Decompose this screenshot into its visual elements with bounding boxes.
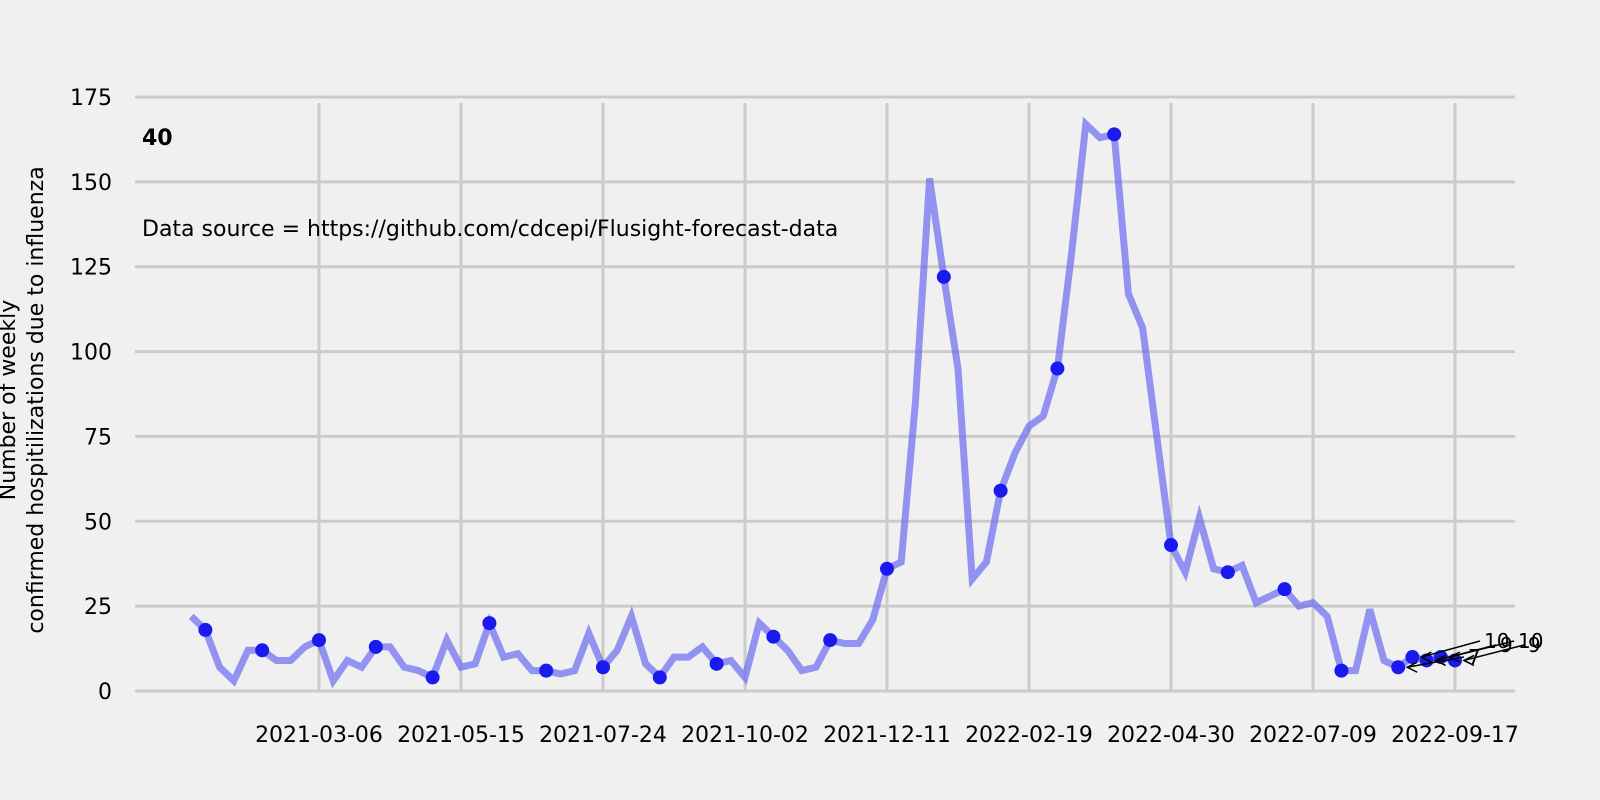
y-tick-label: 50 — [84, 510, 112, 535]
x-tick-label: 2021-05-15 — [397, 723, 525, 748]
point-label: 10 — [1484, 629, 1509, 653]
grid-lines — [135, 95, 1515, 693]
highlight-point — [482, 616, 497, 631]
series-line — [188, 116, 1456, 689]
x-tick-label: 2022-04-30 — [1107, 723, 1235, 748]
point-label: 9 — [1500, 633, 1513, 657]
highlight-point — [936, 269, 951, 284]
y-tick-label: 150 — [70, 171, 112, 196]
x-tick-label: 2022-07-09 — [1249, 723, 1377, 748]
highlight-point — [1220, 565, 1235, 580]
highlight-point — [1107, 127, 1122, 142]
x-tick-label: 2022-09-17 — [1391, 723, 1519, 748]
y-axis-label-line1: Number of weekly — [0, 300, 21, 501]
series-line-group — [188, 116, 1456, 689]
annotation-number: 40 — [142, 126, 173, 151]
x-tick-labels: 2021-03-06 2021-05-15 2021-07-24 2021-10-02… — [255, 723, 1519, 748]
highlight-point — [1405, 650, 1420, 665]
highlight-point — [596, 660, 610, 675]
highlight-point — [425, 670, 440, 685]
highlight-point — [1164, 538, 1178, 553]
x-tick-label: 2021-03-06 — [255, 723, 383, 748]
highlight-point — [1277, 582, 1292, 597]
point-label-arrowhead — [1448, 651, 1461, 663]
highlight-point — [539, 663, 554, 678]
highlight-point — [1334, 663, 1349, 678]
y-tick-label: 175 — [70, 86, 112, 111]
point-label-arrowhead — [1419, 651, 1432, 663]
point-label-arrow — [1463, 644, 1525, 662]
x-tick-label: 2022-02-19 — [965, 723, 1093, 748]
point-label-arrowhead — [1462, 654, 1475, 667]
y-tick-label: 75 — [84, 425, 112, 450]
y-tick-labels: 0 25 50 75 100 125 150 175 — [70, 86, 112, 705]
point-label-arrowhead — [1433, 654, 1446, 667]
x-tick-label: 2021-07-24 — [539, 723, 667, 748]
highlight-point — [709, 656, 724, 671]
highlight-point — [993, 483, 1008, 498]
y-tick-label: 0 — [98, 680, 112, 705]
highlight-point — [368, 639, 383, 654]
point-label-arrow — [1421, 640, 1481, 658]
highlight-point — [880, 561, 894, 576]
y-tick-label: 125 — [70, 256, 112, 281]
y-tick-label: 100 — [70, 341, 112, 366]
highlight-point — [1050, 361, 1065, 376]
point-label-arrowhead — [1405, 661, 1418, 673]
highlight-point — [255, 643, 270, 658]
data-source-text: Data source = https://github.com/cdcepi/… — [142, 217, 838, 242]
highlight-point — [198, 622, 213, 637]
y-tick-label: 25 — [84, 595, 112, 620]
x-tick-label: 2021-12-11 — [823, 723, 951, 748]
point-label-arrow — [1449, 640, 1515, 658]
x-tick-label: 2021-10-02 — [681, 723, 809, 748]
highlight-point — [823, 633, 838, 648]
y-axis-label-line2: confirmed hospitilizations due to influe… — [24, 166, 49, 633]
highlight-point — [652, 670, 667, 685]
highlight-markers — [198, 127, 1462, 685]
point-label: 9 — [1528, 633, 1541, 657]
highlight-point — [766, 629, 781, 644]
highlight-point — [312, 633, 326, 648]
point-label: 10 — [1518, 629, 1543, 653]
highlight-point — [1391, 660, 1406, 675]
